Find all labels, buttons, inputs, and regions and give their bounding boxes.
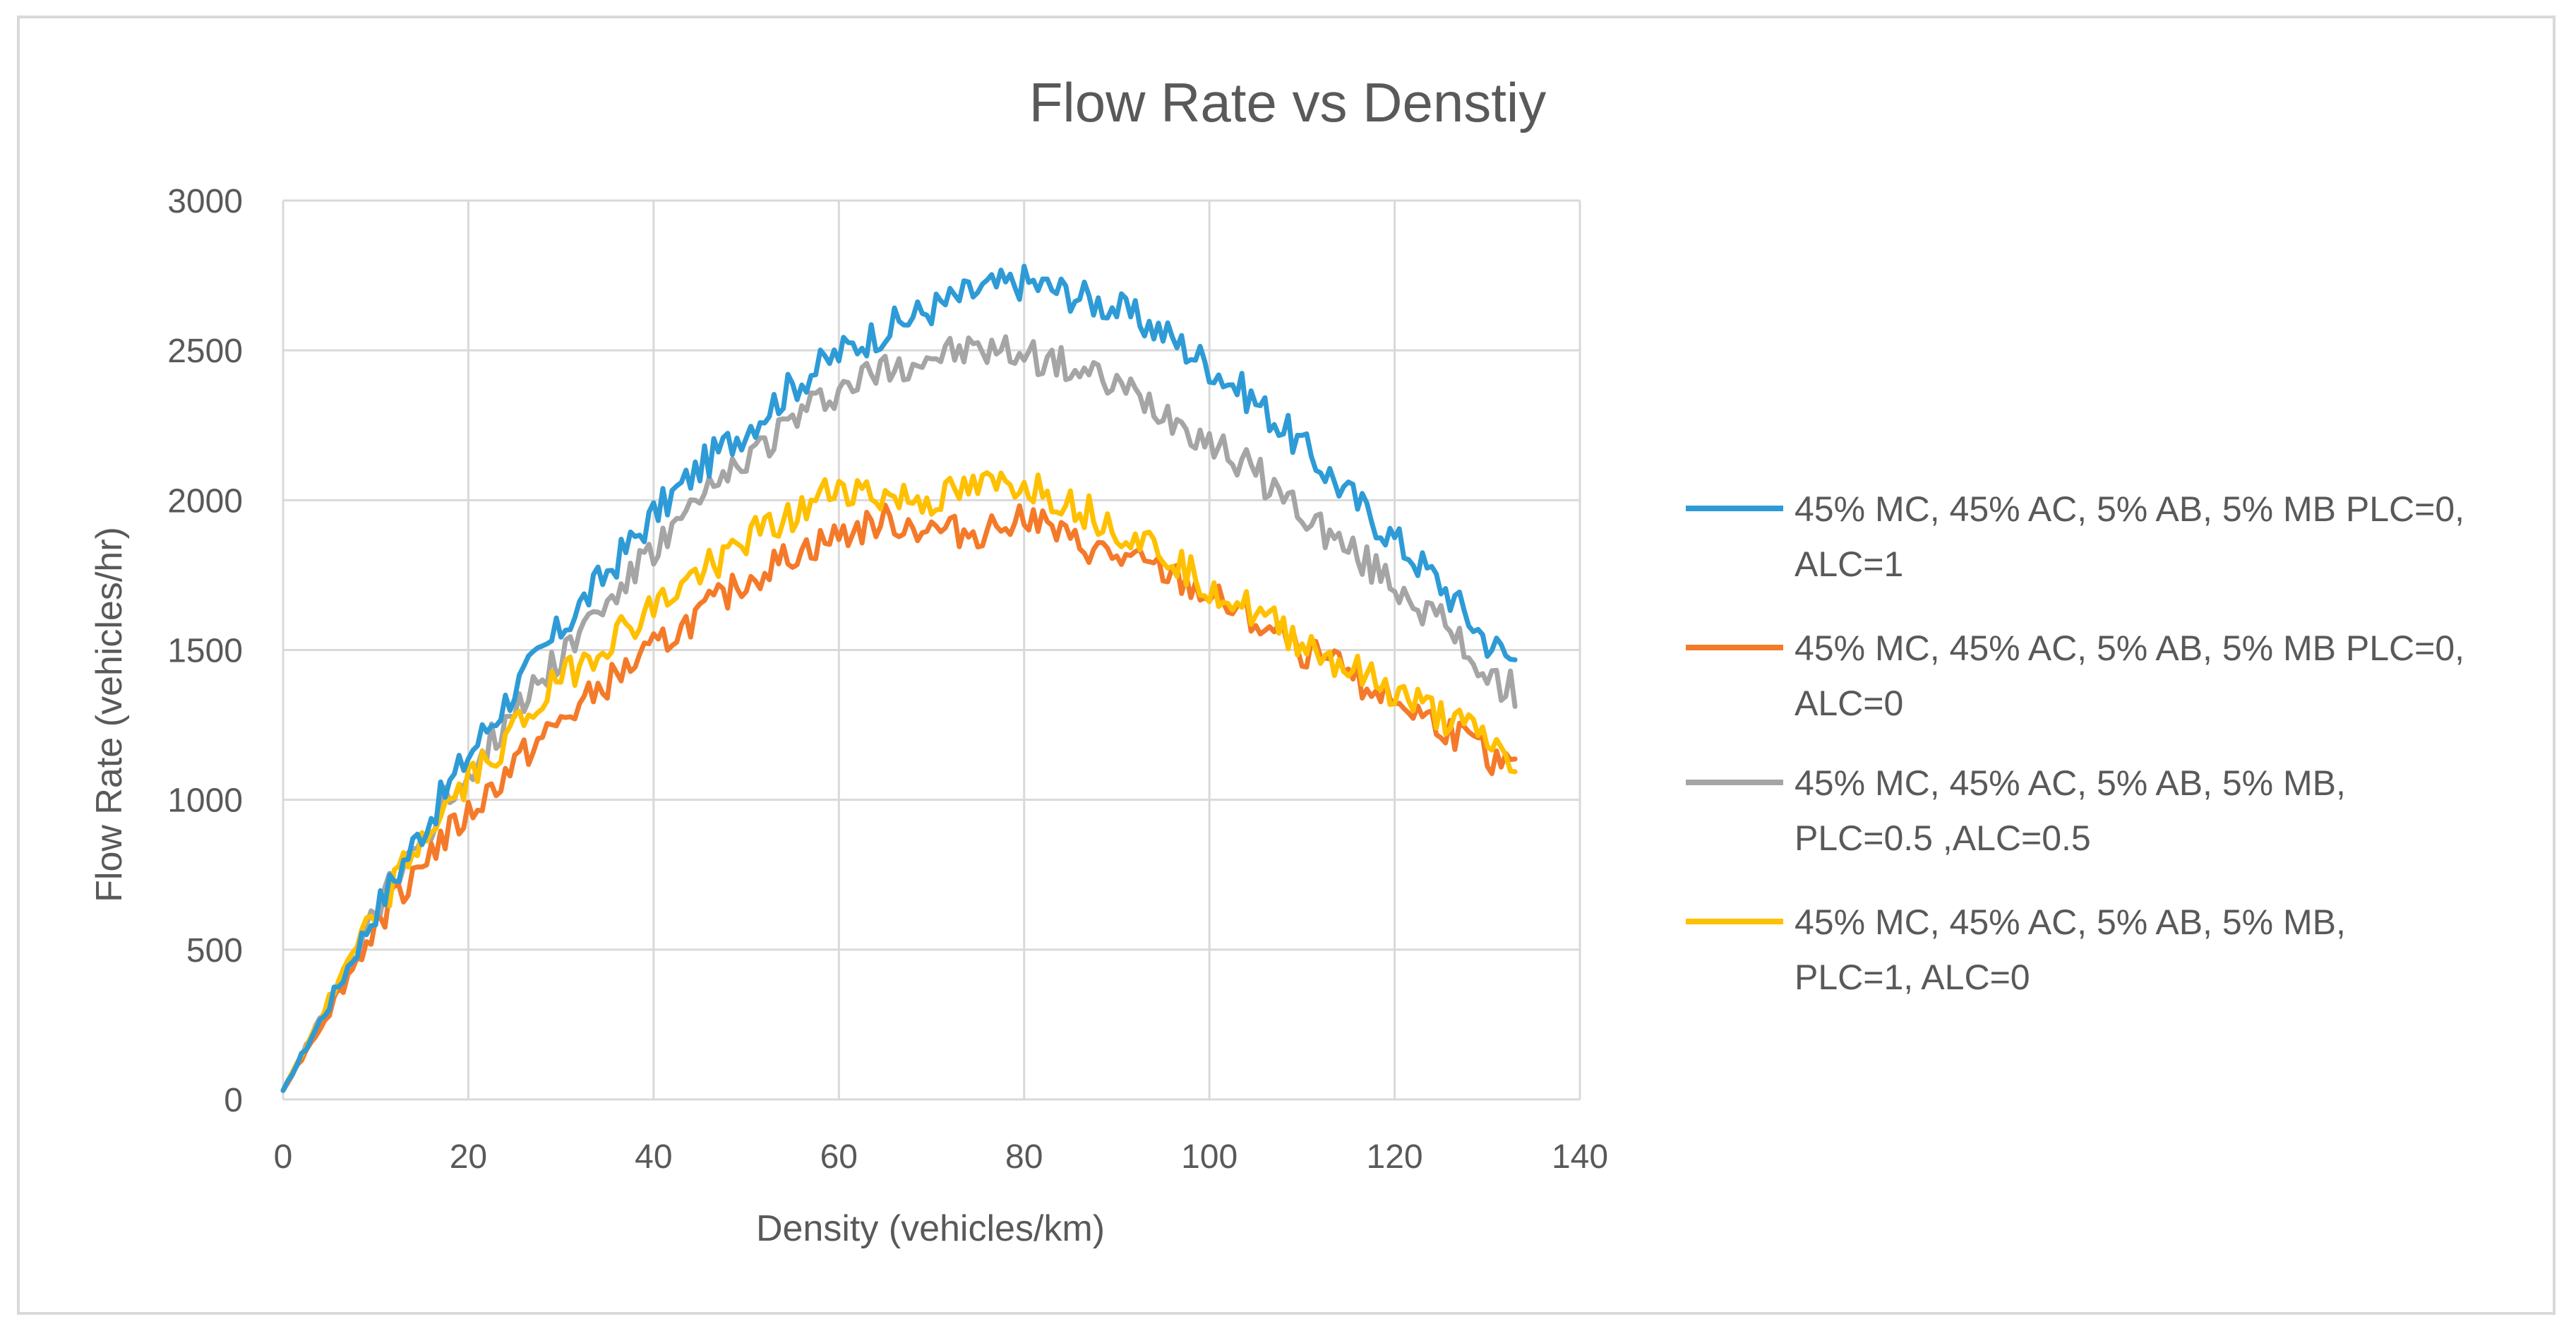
x-tick-label: 140 <box>1552 1138 1608 1176</box>
legend-item-3: 45% MC, 45% AC, 5% AB, 5% MB, PLC=0.5 ,AL… <box>1686 763 2346 858</box>
series-line-3 <box>280 334 1518 1093</box>
x-tick-label: 60 <box>820 1138 858 1176</box>
legend-label: 45% MC, 45% AC, 5% AB, 5% MB, <box>1795 902 2346 942</box>
grid <box>282 199 1581 1101</box>
x-axis-title: Density (vehicles/km) <box>756 1208 1105 1249</box>
y-tick-labels: 0 500 1000 1500 2000 2500 3000 <box>167 183 243 1119</box>
legend: 45% MC, 45% AC, 5% AB, 5% MB PLC=0, ALC=1… <box>1686 489 2464 997</box>
x-tick-label: 20 <box>450 1138 487 1176</box>
legend-label: 45% MC, 45% AC, 5% AB, 5% MB PLC=0, <box>1795 489 2464 529</box>
x-tick-labels: 0 20 40 60 80 100 120 140 <box>274 1138 1608 1176</box>
y-tick-label: 1000 <box>167 782 243 820</box>
legend-item-2: 45% MC, 45% AC, 5% AB, 5% MB PLC=0, ALC=0 <box>1686 628 2464 723</box>
legend-item-4: 45% MC, 45% AC, 5% AB, 5% MB, PLC=1, ALC=… <box>1686 902 2346 997</box>
series-line-4 <box>280 470 1518 1093</box>
chart-frame <box>17 16 2556 1315</box>
y-tick-label: 500 <box>186 932 243 970</box>
x-tick-label: 80 <box>1005 1138 1043 1176</box>
y-tick-label: 0 <box>224 1082 243 1119</box>
x-tick-label: 0 <box>274 1138 293 1176</box>
legend-label: 45% MC, 45% AC, 5% AB, 5% MB PLC=0, <box>1795 628 2464 668</box>
legend-label: PLC=1, ALC=0 <box>1795 958 2030 997</box>
legend-label: PLC=0.5 ,ALC=0.5 <box>1795 818 2091 858</box>
legend-label: 45% MC, 45% AC, 5% AB, 5% MB, <box>1795 763 2346 803</box>
series-lines <box>280 263 1518 1093</box>
series-line-1 <box>280 263 1518 1093</box>
x-tick-label: 100 <box>1181 1138 1238 1176</box>
x-tick-label: 40 <box>635 1138 672 1176</box>
chart-title: Flow Rate vs Denstiy <box>1029 71 1547 133</box>
x-tick-label: 120 <box>1367 1138 1423 1176</box>
legend-label: ALC=0 <box>1795 684 1903 723</box>
legend-item-1: 45% MC, 45% AC, 5% AB, 5% MB PLC=0, ALC=1 <box>1686 489 2464 584</box>
legend-label: ALC=1 <box>1795 544 1903 584</box>
y-tick-label: 3000 <box>167 183 243 220</box>
y-tick-label: 2000 <box>167 482 243 520</box>
y-tick-label: 2500 <box>167 333 243 370</box>
y-tick-label: 1500 <box>167 633 243 670</box>
y-axis-title: Flow Rate (vehicles/hr) <box>89 527 130 902</box>
